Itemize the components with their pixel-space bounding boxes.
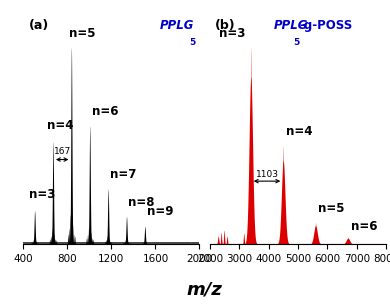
Text: m/z: m/z [187, 281, 223, 299]
Text: n=4: n=4 [48, 119, 74, 132]
Text: 167: 167 [53, 147, 71, 156]
Text: n=6: n=6 [92, 105, 118, 118]
Text: n=5: n=5 [319, 202, 345, 214]
Text: (b): (b) [215, 19, 236, 32]
Text: 1103: 1103 [255, 170, 278, 179]
Text: n=7: n=7 [110, 168, 136, 181]
Text: n=9: n=9 [147, 206, 174, 218]
Text: n=8: n=8 [128, 196, 155, 209]
Text: (a): (a) [29, 19, 49, 32]
Text: n=6: n=6 [351, 220, 378, 233]
Text: n=5: n=5 [69, 27, 96, 40]
Text: 5: 5 [294, 38, 300, 47]
Text: -g-POSS: -g-POSS [299, 19, 352, 32]
Text: n=3: n=3 [218, 27, 245, 40]
Text: n=4: n=4 [286, 125, 313, 138]
Text: PPLG: PPLG [160, 19, 194, 32]
Text: 5: 5 [190, 38, 196, 47]
Text: PPLG: PPLG [273, 19, 308, 32]
Text: n=3: n=3 [28, 188, 55, 201]
